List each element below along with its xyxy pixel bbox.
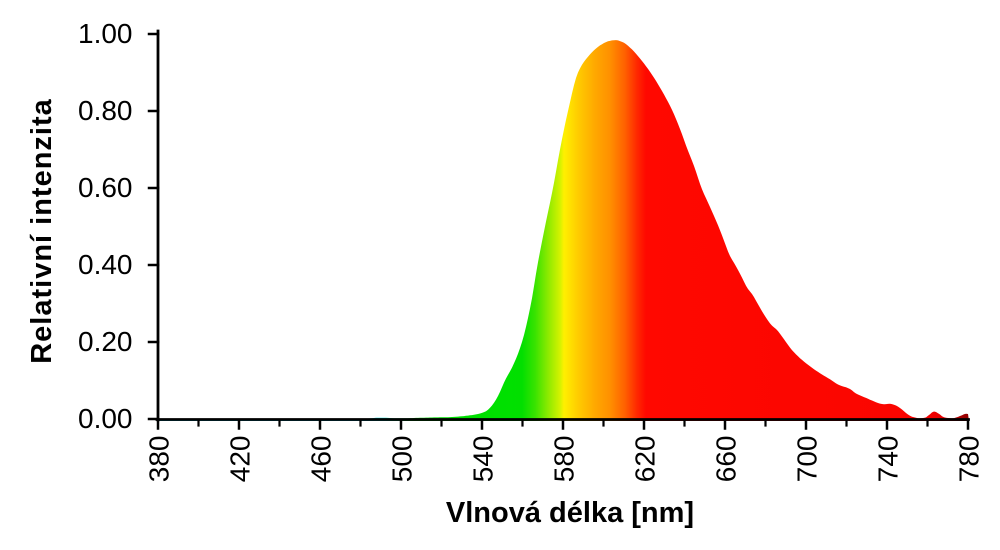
svg-text:780: 780 [954,436,985,483]
svg-text:740: 740 [873,436,904,483]
svg-text:580: 580 [549,436,580,483]
svg-text:420: 420 [225,436,256,483]
svg-text:0.20: 0.20 [78,326,133,357]
svg-text:660: 660 [711,436,742,483]
svg-text:0.00: 0.00 [78,403,133,434]
svg-text:0.80: 0.80 [78,95,133,126]
svg-text:0.60: 0.60 [78,172,133,203]
svg-text:Relativní intenzita: Relativní intenzita [26,98,58,364]
svg-text:460: 460 [306,436,337,483]
svg-text:0.40: 0.40 [78,249,133,280]
svg-text:700: 700 [792,436,823,483]
svg-text:Vlnová délka [nm]: Vlnová délka [nm] [446,497,694,529]
svg-text:540: 540 [468,436,499,483]
svg-text:620: 620 [630,436,661,483]
svg-text:1.00: 1.00 [78,18,133,49]
svg-text:500: 500 [387,436,418,483]
svg-text:380: 380 [144,436,175,483]
